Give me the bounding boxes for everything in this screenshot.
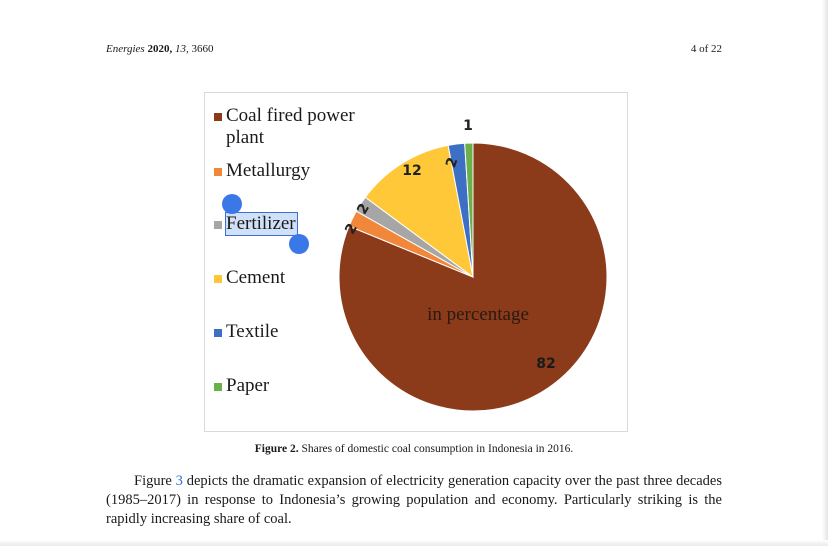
- legend-swatch: [214, 113, 222, 121]
- data-label-paper: 1: [463, 118, 473, 134]
- legend-swatch: [214, 383, 222, 391]
- legend-item-cement: Cement: [214, 267, 374, 289]
- legend-swatch: [214, 168, 222, 176]
- legend-swatch: [214, 221, 222, 229]
- body-paragraph: Figure 3 depicts the dramatic expansion …: [106, 472, 722, 529]
- legend-item-paper: Paper: [214, 375, 374, 397]
- legend-item-fertilizer: Fertilizer: [214, 212, 374, 236]
- data-label-cement: 12: [402, 163, 421, 179]
- legend-label: Textile: [226, 321, 279, 342]
- figure-caption: Figure 2. Shares of domestic coal consum…: [0, 443, 828, 455]
- legend-label: Cement: [226, 267, 286, 288]
- pie-slice-cement: [364, 144, 474, 279]
- journal-name: Energies: [106, 43, 145, 55]
- legend-item-textile: Textile: [214, 321, 374, 343]
- journal-year: 2020,: [147, 43, 173, 55]
- legend-swatch: [214, 329, 222, 337]
- selection-start-handle[interactable]: [222, 194, 242, 214]
- selection-end-handle[interactable]: [289, 234, 309, 254]
- page-edge: [822, 0, 828, 546]
- pie-slice-paper: [464, 142, 474, 278]
- article-number: 3660: [191, 43, 214, 55]
- legend-label-selected-text[interactable]: Fertilizer: [225, 212, 298, 236]
- legend-label: Paper: [226, 375, 270, 396]
- figure-reference-link[interactable]: 3: [175, 473, 183, 489]
- data-label-coal-fired-power-plant: 82: [536, 356, 555, 372]
- legend-label: Coal fired power plant: [226, 105, 355, 148]
- body-text-start: Figure: [134, 473, 172, 489]
- caption-text: Shares of domestic coal consumption in I…: [301, 443, 574, 455]
- page-number: 4 of 22: [690, 43, 722, 55]
- figure-frame: 82 2 2 12 2 1 in percentage Coal fired power p…: [204, 92, 628, 432]
- legend-label: Metallurgy: [226, 160, 311, 181]
- legend-item-coal-fired-power-plant: Coal fired power plant: [214, 105, 374, 149]
- body-text-rest: depicts the dramatic expansion of electr…: [106, 473, 722, 527]
- legend-item-metallurgy: Metallurgy: [214, 160, 374, 182]
- running-header: Energies 2020, 13, 3660 4 of 22: [106, 43, 722, 55]
- journal-volume: 13,: [174, 43, 189, 55]
- journal-citation: Energies 2020, 13, 3660: [106, 43, 213, 55]
- chart-annotation: in percentage: [427, 304, 529, 325]
- caption-label: Figure 2.: [254, 443, 299, 455]
- legend-swatch: [214, 275, 222, 283]
- page-edge-bottom: [0, 540, 828, 546]
